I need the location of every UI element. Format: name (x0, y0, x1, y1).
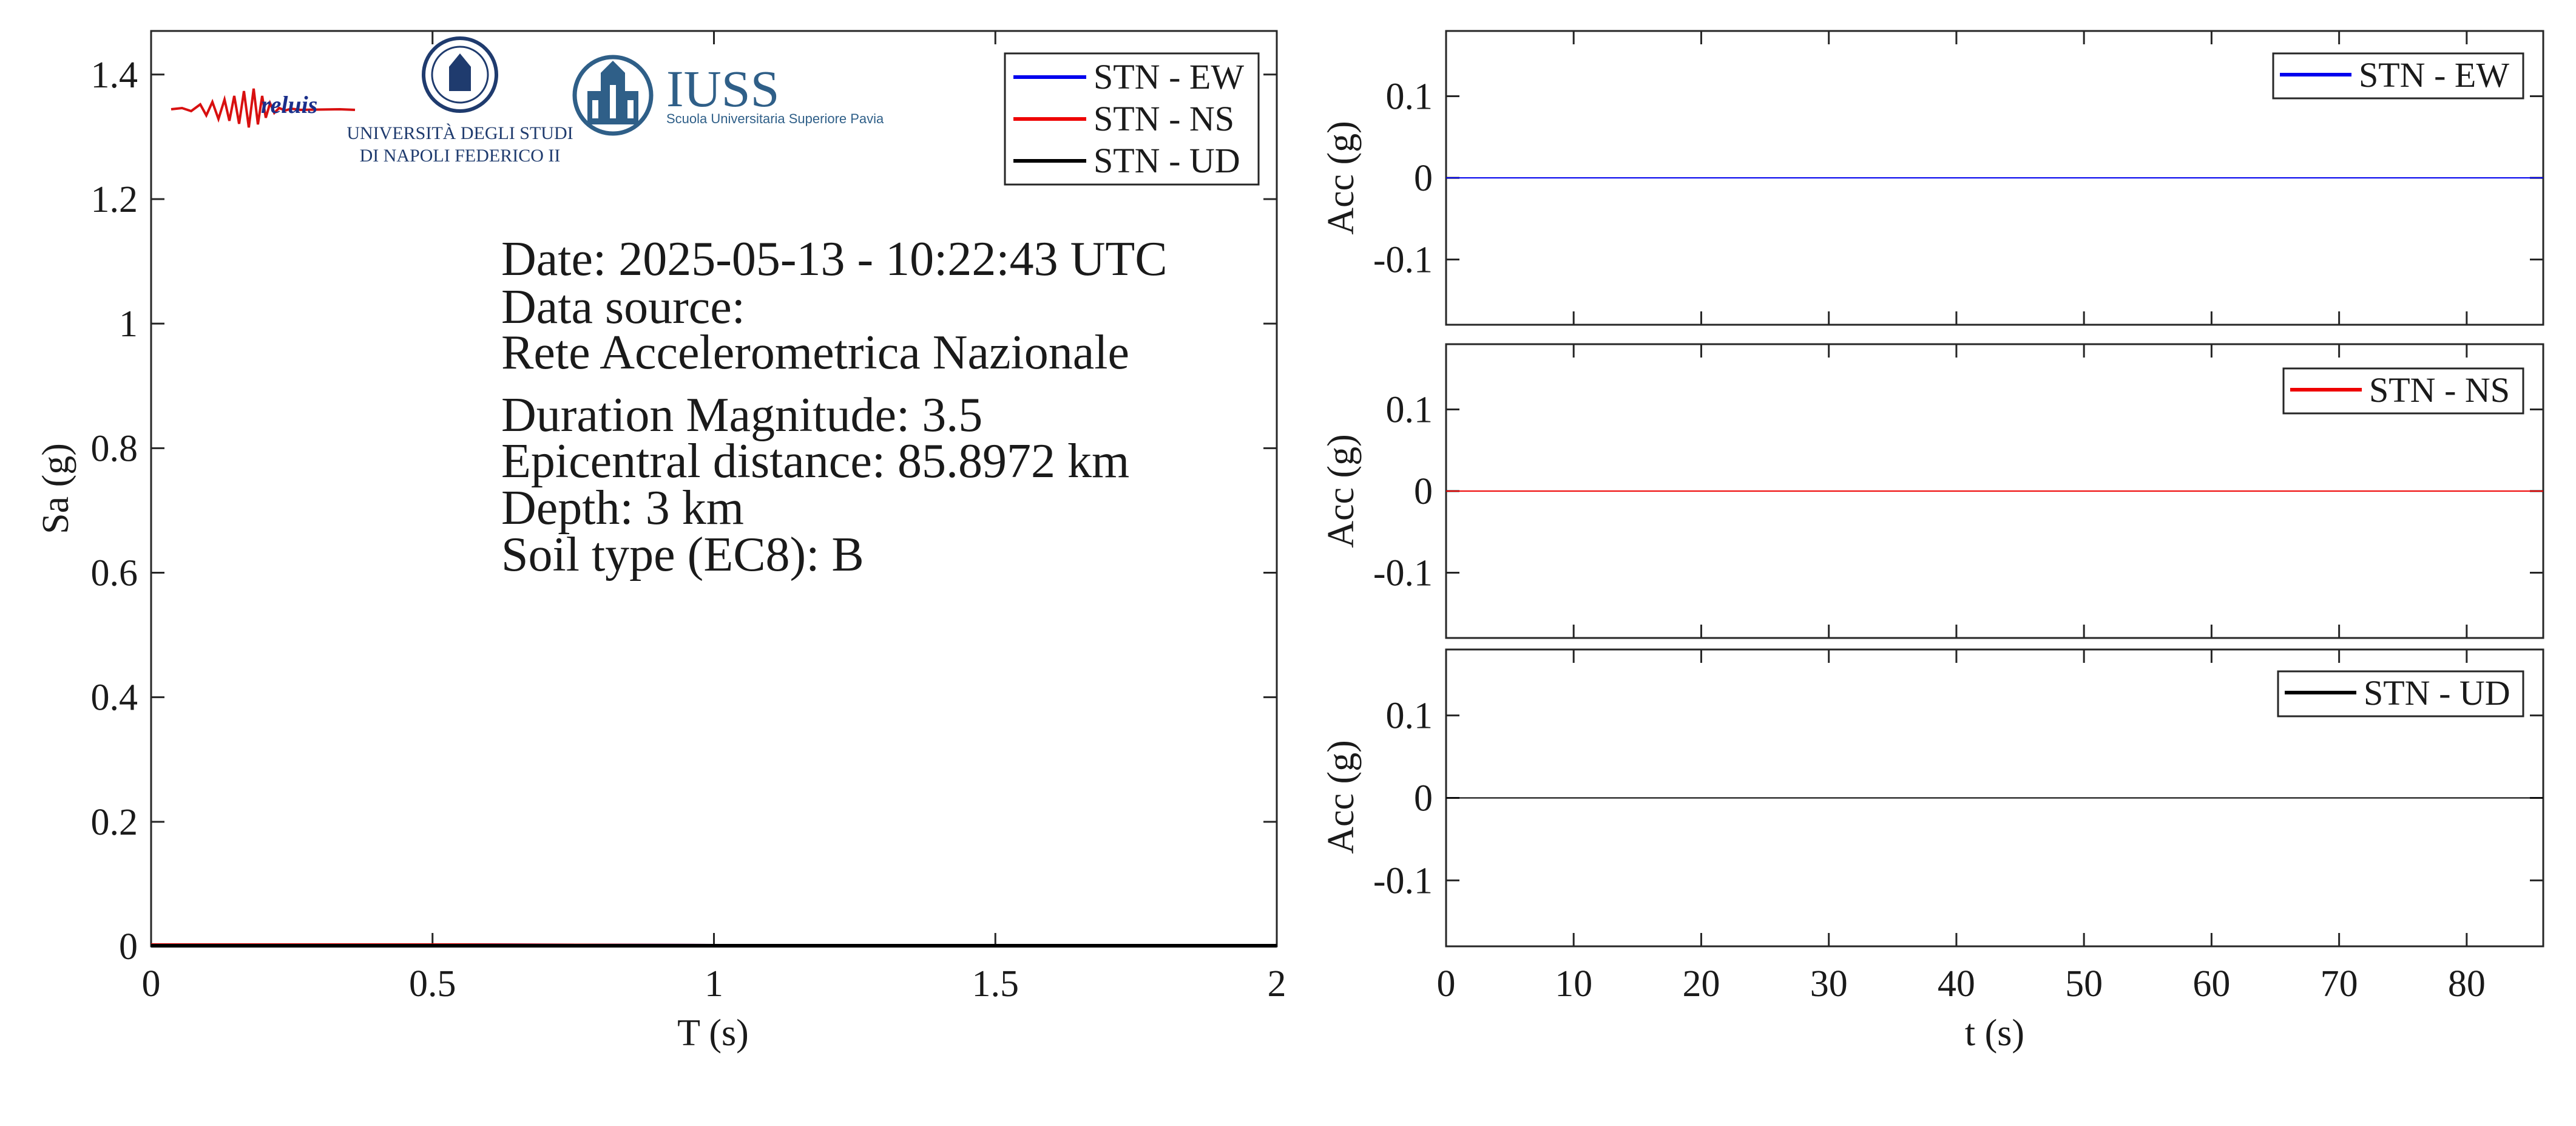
acc-ud-x-tick-label: 60 (2192, 963, 2230, 1005)
data-source-label: Data source: (501, 280, 745, 334)
acc-ns-y-axis-label: Acc (g) (1320, 434, 1362, 548)
acc-ud-x-tick-label: 0 (1437, 963, 1456, 1005)
acc-ns-legend-label: STN - NS (2369, 370, 2510, 410)
spectrum-series (151, 943, 1277, 948)
acc-ud-legend-label: STN - UD (2364, 673, 2510, 713)
acc-ew-y-tick-label: 0.1 (1386, 76, 1433, 118)
spectrum-y-tick-label: 0.6 (91, 552, 138, 594)
acc-ud-x-tick-label: 30 (1810, 963, 1848, 1005)
legend-label-ew: STN - EW (1094, 57, 1244, 97)
acc-ud-x-tick-label: 10 (1555, 963, 1592, 1005)
iuss-logo-subtitle: Scuola Universitaria Superiore Pavia (666, 111, 884, 126)
event-info: Date: 2025-05-13 - 10:22:43 UTC Data sou… (501, 232, 1168, 582)
event-magnitude: Duration Magnitude: 3.5 (501, 388, 982, 442)
acc-ew-legend-label: STN - EW (2359, 55, 2509, 95)
acc-ns-panel: -0.1 0 0.1 Acc (g) STN - NS (1320, 343, 2544, 639)
legend-label-ns: STN - NS (1094, 99, 1234, 138)
event-date: Date: 2025-05-13 - 10:22:43 UTC (501, 232, 1168, 286)
reluis-logo: reluis (171, 88, 356, 128)
acc-ud-y-tick-label: 0 (1414, 778, 1433, 819)
acc-ud-ticks: -0.1 0 0.1 0 10 20 30 40 50 60 70 80 (1373, 649, 2543, 1005)
spectrum-y-axis-label: Sa (g) (35, 443, 76, 534)
acc-ud-x-tick-label: 50 (2065, 963, 2103, 1005)
acc-ud-panel: -0.100.10 10 20 30 40 50 60 70 80 Acc (g) t (s) … (1320, 648, 2544, 1054)
spectrum-x-tick-label: 2 (1268, 963, 1286, 1005)
spectrum-legend: STN - EW STN - NS STN - UD (1004, 52, 1260, 186)
unina-logo-line1: UNIVERSITÀ DEGLI STUDI (347, 123, 573, 143)
acc-ew-panel: -0.1 0 0.1 Acc (g) STN - EW (1320, 30, 2544, 326)
spectrum-y-tick-label: 1 (119, 304, 138, 345)
unina-logo: UNIVERSITÀ DEGLI STUDI DI NAPOLI FEDERIC… (347, 36, 573, 166)
acc-ud-y-tick-label: 0.1 (1386, 696, 1433, 737)
acc-ud-y-axis-label: Acc (g) (1320, 740, 1362, 854)
reluis-logo-text: reluis (261, 91, 317, 118)
acc-ud-x-axis-label: t (s) (1965, 1012, 2024, 1054)
legend-label-ud: STN - UD (1094, 141, 1240, 180)
acc-ns-ticks: -0.1 0 0.1 (1373, 344, 2543, 638)
acc-ud-x-tick-label: 70 (2321, 963, 2358, 1005)
spectrum-y-tick-label: 0.2 (91, 802, 138, 843)
spectrum-panel: 0 0.2 0.4 0.6 0.8 1 1.2 1.4 0 0.5 1 1.5 2 T (s) Sa (… (35, 30, 1286, 1054)
spectrum-y-tick-label: 0.8 (91, 428, 138, 469)
unina-logo-line2: DI NAPOLI FEDERICO II (360, 146, 561, 166)
spectrum-x-axis-label: T (s) (677, 1012, 749, 1054)
acc-ud-x-tick-label: 40 (1938, 963, 1975, 1005)
acc-ew-y-tick-label: 0 (1414, 158, 1433, 199)
iuss-logo-title: IUSS (666, 59, 779, 118)
spectrum-y-tick-label: 1.4 (91, 55, 138, 96)
acc-ud-x-tick-label: 80 (2448, 963, 2486, 1005)
spectrum-x-tick-label: 1 (705, 963, 723, 1005)
acc-ns-y-tick-label: 0.1 (1386, 390, 1433, 431)
event-depth: Depth: 3 km (501, 481, 744, 535)
iuss-logo: IUSS Scuola Universitaria Superiore Pavi… (572, 55, 884, 136)
acc-ns-y-tick-label: 0 (1414, 471, 1433, 512)
spectrum-x-tick-label: 0 (142, 963, 161, 1005)
spectrum-y-tick-label: 0.4 (91, 677, 138, 719)
spectrum-y-tick-label: 0 (119, 926, 138, 968)
soil-type: Soil type (EC8): B (501, 528, 864, 582)
acc-ns-y-tick-label: -0.1 (1373, 552, 1433, 594)
spectrum-x-tick-label: 1.5 (972, 963, 1019, 1005)
acc-ud-x-tick-label: 20 (1682, 963, 1720, 1005)
spectrum-ticks: 0 0.2 0.4 0.6 0.8 1 1.2 1.4 0 0.5 1 1.5 2 (91, 31, 1286, 1005)
data-source-name: Rete Accelerometrica Nazionale (501, 326, 1129, 379)
spectrum-y-tick-label: 1.2 (91, 179, 138, 220)
acc-ew-y-axis-label: Acc (g) (1320, 121, 1362, 235)
acc-ud-y-tick-label: -0.1 (1373, 860, 1433, 901)
acc-ew-y-tick-label: -0.1 (1373, 239, 1433, 280)
epicentral-distance: Epicentral distance: 85.8972 km (501, 435, 1129, 488)
spectrum-x-tick-label: 0.5 (409, 963, 456, 1005)
